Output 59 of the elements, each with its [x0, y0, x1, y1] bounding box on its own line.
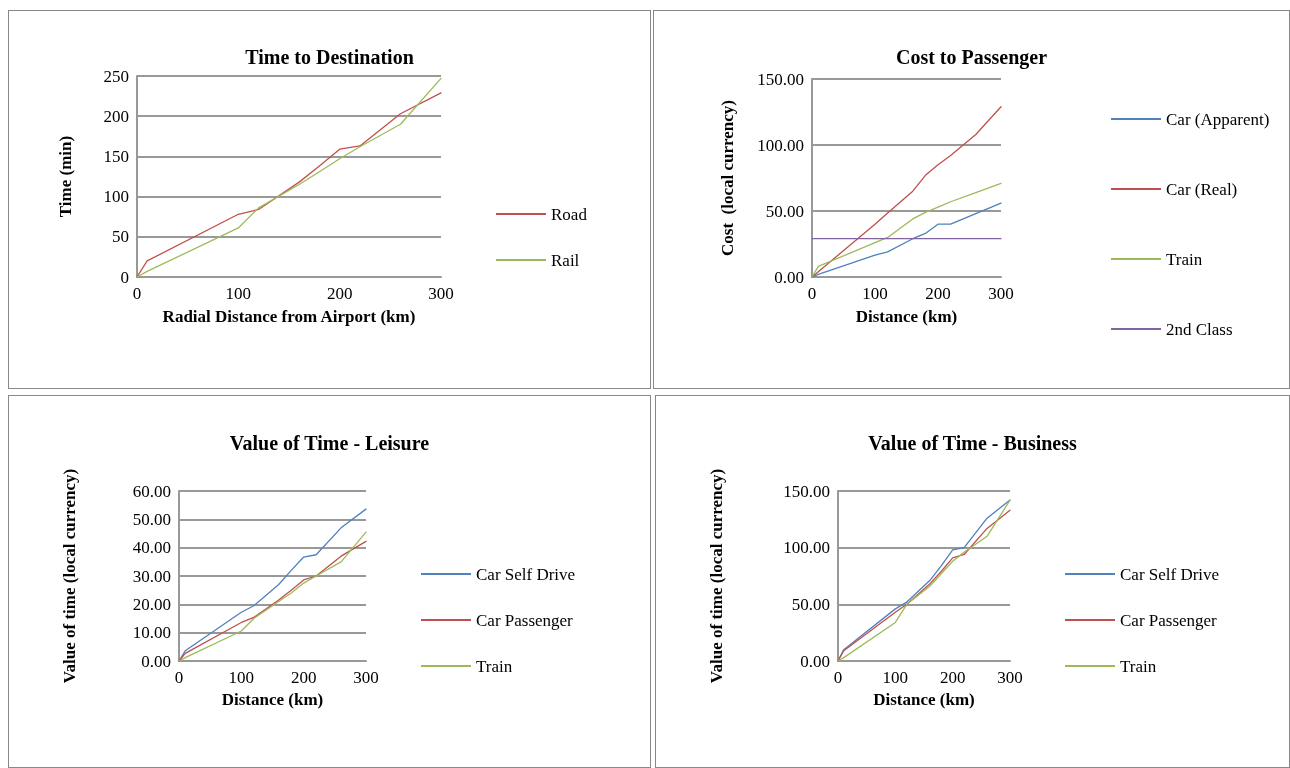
y-tick-label: 250: [103, 66, 129, 86]
y-tick-label: 50.00: [132, 509, 171, 529]
y-tick-label: 150.00: [757, 69, 804, 89]
y-tick-label: 0: [120, 267, 129, 287]
y-tick-label: 100.00: [757, 135, 804, 155]
x-tick-label: 100: [882, 668, 909, 687]
y-tick-label: 150: [103, 146, 129, 166]
legend-label: Train: [476, 656, 513, 676]
y-tick-label: 100: [103, 187, 129, 207]
y-tick-label: 20.00: [132, 594, 171, 614]
y-tick-label: 50: [112, 227, 129, 247]
legend-label: Car Self Drive: [476, 564, 576, 584]
legend-label: Train: [1166, 249, 1203, 269]
y-tick-label: 60.00: [132, 481, 171, 501]
x-axis-title: Distance (km): [873, 689, 975, 709]
y-tick-label: 200: [103, 106, 129, 126]
chart-title: Value of Time - Leisure: [229, 432, 430, 454]
x-tick-label: 0: [833, 668, 843, 687]
x-tick-label: 200: [290, 668, 317, 687]
legend-label: Rail: [551, 250, 580, 270]
y-tick-label: 30.00: [132, 566, 171, 586]
x-tick-label: 300: [428, 284, 454, 303]
x-tick-label: 100: [225, 284, 252, 303]
legend-label: Car Self Drive: [1120, 564, 1220, 584]
y-tick-label: 0.00: [141, 651, 171, 671]
y-tick-label: 150.00: [783, 481, 830, 501]
legend-label: Road: [551, 204, 588, 224]
legend-label: 2nd Class: [1166, 319, 1233, 339]
x-tick-label: 300: [997, 668, 1023, 687]
x-tick-label: 300: [353, 668, 379, 687]
x-tick-label: 100: [862, 284, 888, 303]
y-tick-label: 40.00: [132, 538, 171, 558]
y-axis-title: Time (min): [55, 135, 75, 218]
x-tick-label: 200: [925, 284, 951, 303]
x-tick-label: 100: [228, 668, 255, 687]
y-axis-title: Value of time (local currency): [706, 468, 726, 684]
chart-title: Time to Destination: [245, 46, 414, 68]
legend-label: Train: [1120, 656, 1157, 676]
y-tick-label: 50.00: [765, 201, 804, 221]
legend-label: Car Passenger: [1120, 610, 1218, 630]
x-axis-title: Radial Distance from Airport (km): [162, 307, 416, 327]
y-tick-label: 0.00: [774, 267, 804, 287]
chart-title: Value of Time - Business: [868, 432, 1077, 454]
y-tick-label: 50.00: [791, 594, 830, 614]
x-tick-label: 0: [174, 668, 184, 687]
x-axis-title: Distance (km): [221, 689, 324, 709]
chart-title: Cost to Passenger: [895, 46, 1048, 69]
legend-label: Car (Apparent): [1166, 109, 1270, 129]
x-tick-label: 300: [988, 284, 1014, 303]
y-tick-label: 100.00: [783, 538, 830, 558]
x-tick-label: 200: [939, 668, 966, 687]
y-axis-title: Cost (local currency): [717, 100, 737, 256]
x-tick-label: 200: [326, 284, 353, 303]
y-tick-label: 10.00: [132, 623, 171, 643]
y-axis-title: Value of time (local currency): [59, 468, 79, 684]
y-tick-label: 0.00: [800, 651, 830, 671]
legend-label: Car Passenger: [476, 610, 574, 630]
legend-label: Car (Real): [1166, 179, 1238, 199]
x-axis-title: Distance (km): [855, 307, 958, 327]
